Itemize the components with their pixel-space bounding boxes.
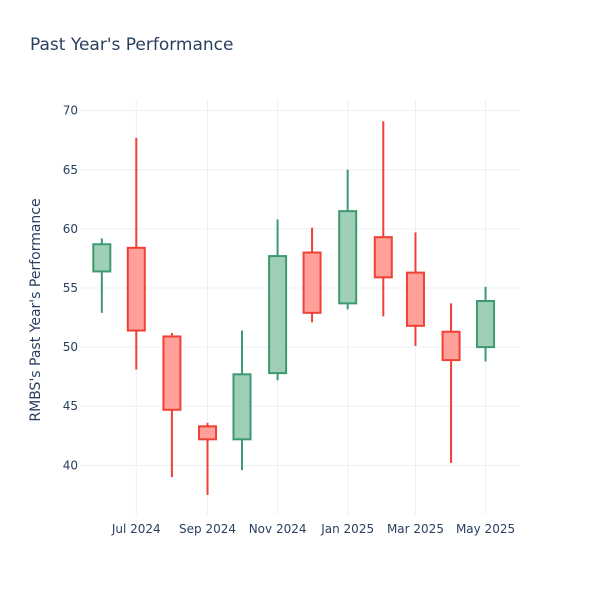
candle-body	[441, 330, 461, 362]
x-tick-label: Nov 2024	[249, 522, 307, 536]
candle-decreasing	[162, 332, 182, 478]
candle-decreasing	[198, 422, 218, 495]
candle-increasing	[268, 219, 288, 381]
candle-increasing	[232, 330, 252, 471]
candle-decreasing	[373, 121, 393, 317]
candle-body	[268, 255, 288, 375]
candle-decreasing	[441, 303, 461, 463]
candle-body	[162, 335, 182, 411]
candle-body	[232, 373, 252, 441]
y-tick-label: 70	[63, 104, 78, 118]
x-tick-label: Mar 2025	[387, 522, 444, 536]
y-tick-label: 50	[63, 340, 78, 354]
candle-body	[198, 425, 218, 441]
y-tick-label: 65	[63, 163, 78, 177]
x-tick-label: Jul 2024	[111, 522, 161, 536]
candle-body	[405, 271, 425, 327]
candle-decreasing	[405, 232, 425, 346]
x-tick-label: May 2025	[456, 522, 515, 536]
candle-body	[373, 236, 393, 279]
y-tick-label: 40	[63, 458, 78, 472]
candle-increasing	[92, 238, 112, 313]
y-tick-label: 55	[63, 281, 78, 295]
x-tick-label: Sep 2024	[179, 522, 236, 536]
candle-decreasing	[126, 137, 146, 370]
candle-body	[92, 243, 112, 273]
candle-body	[476, 299, 496, 349]
tick-labels: 40 45 50 55 60 65 70 Jul 2024 Sep 2024 Nov 2024 Ja…	[63, 104, 515, 536]
candle-body	[126, 246, 146, 332]
chart-title: Past Year's Performance	[30, 35, 234, 55]
candle-increasing	[338, 169, 358, 310]
candle-body	[338, 210, 358, 305]
y-tick-label: 60	[63, 222, 78, 236]
candle-body	[302, 251, 322, 314]
candle-increasing	[476, 286, 496, 362]
y-axis-title: RMBS's Past Year's Performance	[28, 198, 44, 421]
candle-decreasing	[302, 227, 322, 323]
y-tick-label: 45	[63, 399, 78, 413]
candles	[92, 121, 496, 495]
x-tick-label: Jan 2025	[320, 522, 374, 536]
